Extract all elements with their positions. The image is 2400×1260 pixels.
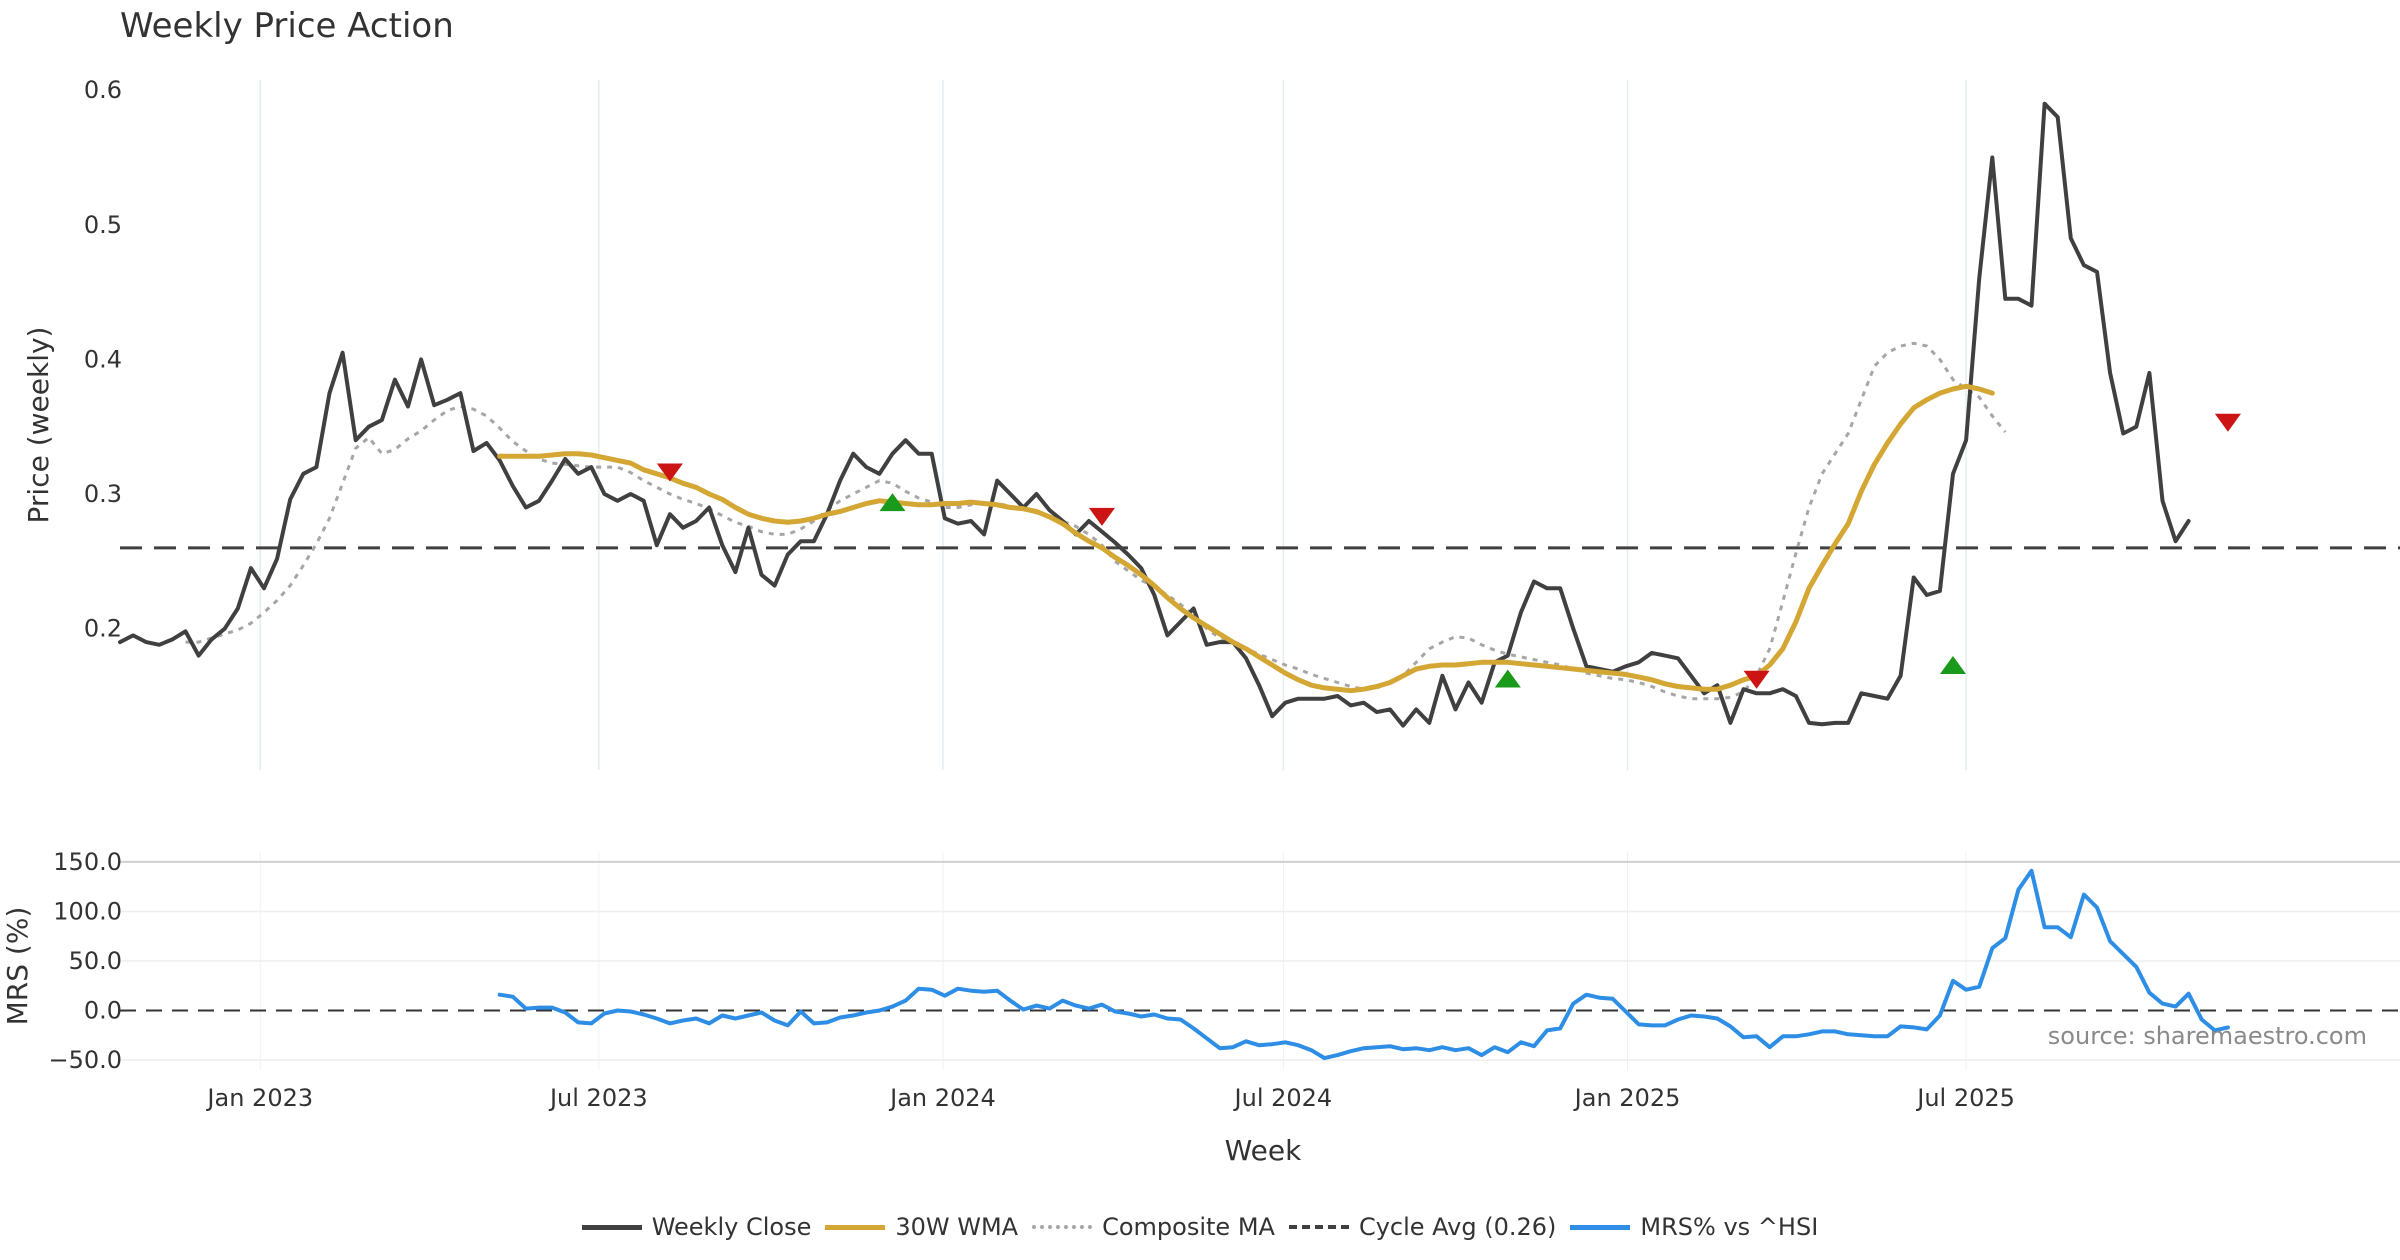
legend-label: Weekly Close xyxy=(651,1213,812,1241)
x-tick-label: Jul 2024 xyxy=(1233,1084,1333,1112)
legend-label: Composite MA xyxy=(1102,1213,1275,1241)
x-tick-label: Jul 2025 xyxy=(1915,1084,2015,1112)
legend-swatch xyxy=(1288,1225,1349,1229)
x-tick-label: Jan 2025 xyxy=(1573,1084,1681,1112)
buy-signal-marker xyxy=(879,493,906,512)
source-note: source: sharemaestro.com xyxy=(2048,1022,2367,1050)
y-tick-label-top: 0.3 xyxy=(84,480,122,508)
sell-signal-marker xyxy=(656,463,683,482)
legend-item: Weekly Close xyxy=(581,1213,812,1241)
legend-item: 30W WMA xyxy=(825,1213,1018,1241)
series-mrs xyxy=(497,868,2230,1061)
y-tick-label-bottom: −50.0 xyxy=(48,1046,122,1074)
legend-swatch xyxy=(1570,1224,1631,1230)
chart-title: Weekly Price Action xyxy=(120,6,454,46)
sell-signal-marker xyxy=(1743,670,1770,689)
legend-swatch xyxy=(825,1224,886,1230)
legend-item: Composite MA xyxy=(1032,1213,1275,1241)
y-tick-label-bottom: 100.0 xyxy=(53,897,122,925)
legend-swatch xyxy=(1032,1225,1093,1229)
chart-canvas: Jan 2023 Jul 2023 Jan 2024 Jul 2024 Jan 2025… xyxy=(1,76,2400,1167)
legend-label: 30W WMA xyxy=(895,1213,1019,1241)
series-weekly-close xyxy=(118,101,2191,728)
sell-signal-marker xyxy=(2214,413,2241,432)
y-axis-label-mrs: MRS (%) xyxy=(1,907,34,1026)
y-tick-label-top: 0.6 xyxy=(84,76,122,104)
grid-layer xyxy=(120,80,2400,1070)
x-axis-label: Week xyxy=(1225,1134,1302,1167)
y-tick-label-top: 0.4 xyxy=(84,345,122,373)
legend-swatch xyxy=(581,1224,642,1230)
x-tick-label: Jul 2023 xyxy=(548,1084,648,1112)
x-tick-label: Jan 2023 xyxy=(205,1084,313,1112)
buy-signal-marker xyxy=(1939,656,1966,674)
legend-label: Cycle Avg (0.26) xyxy=(1358,1213,1557,1241)
legend: Weekly Close 30W WMA Composite MA Cycle Avg… xyxy=(0,1213,2400,1241)
x-tick-label: Jan 2024 xyxy=(888,1084,996,1112)
sell-signal-marker xyxy=(1088,507,1115,526)
series-layer xyxy=(118,101,2230,1061)
y-tick-label-bottom: 50.0 xyxy=(69,947,122,975)
buy-signal-marker xyxy=(1494,669,1521,688)
series-composite-ma xyxy=(185,341,2007,701)
y-tick-label-top: 0.5 xyxy=(84,211,122,239)
series-30w-wma xyxy=(497,383,1995,694)
legend-item: MRS% vs ^HSI xyxy=(1570,1213,1818,1241)
reference-lines xyxy=(120,546,2400,1012)
legend-label: MRS% vs ^HSI xyxy=(1640,1213,1819,1241)
y-axis-label-price: Price (weekly) xyxy=(22,327,55,524)
signal-markers xyxy=(656,413,2241,689)
y-tick-label-bottom: 0.0 xyxy=(84,997,122,1025)
y-tick-label-top: 0.2 xyxy=(84,615,122,643)
axis-layer: Jan 2023 Jul 2023 Jan 2024 Jul 2024 Jan 2025… xyxy=(48,76,2014,1112)
y-tick-label-bottom: 150.0 xyxy=(53,848,122,876)
legend-item: Cycle Avg (0.26) xyxy=(1288,1213,1557,1241)
